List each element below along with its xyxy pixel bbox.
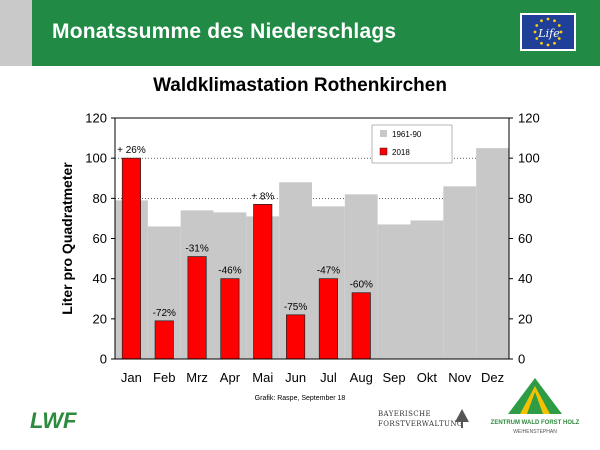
data-label: -72% — [153, 308, 176, 319]
eu-star-icon — [557, 37, 561, 40]
x-tick-label: Jul — [320, 370, 337, 385]
bar-okt-1961-90 — [410, 220, 444, 359]
data-label: + 26% — [117, 145, 146, 156]
bar-feb-2018 — [154, 320, 174, 360]
bar-mai-2018 — [253, 204, 273, 360]
y-axis-label: Liter pro Quadratmeter — [59, 162, 75, 315]
eu-star-icon — [559, 30, 563, 34]
x-tick-label: Okt — [417, 370, 438, 385]
data-label: + 8% — [251, 191, 274, 202]
x-tick-label: Apr — [220, 370, 241, 385]
legend-swatch — [380, 130, 387, 137]
y-tick-label-left: 20 — [93, 311, 107, 326]
legend-label: 2018 — [392, 148, 410, 157]
y-tick-label-right: 100 — [518, 151, 540, 166]
bar-dez-1961-90 — [476, 148, 509, 359]
bar-jul-2018 — [318, 278, 338, 360]
x-tick-label: Mrz — [186, 370, 208, 385]
bar-apr-2018 — [220, 278, 240, 360]
x-tick-label: Mai — [252, 370, 273, 385]
eu-star-icon — [540, 19, 543, 23]
y-tick-label-right: 20 — [518, 311, 532, 326]
slide-title: Monatssumme des Niederschlags — [52, 20, 397, 43]
lwf-logo-text: LWF — [30, 408, 77, 432]
x-tick-label: Nov — [448, 370, 472, 385]
x-tick-label: Dez — [481, 370, 504, 385]
y-tick-label-right: 40 — [518, 271, 532, 286]
eu-star-icon — [557, 24, 561, 27]
eu-star-icon — [533, 30, 537, 34]
eu-star-icon — [535, 37, 539, 40]
chart-title: Waldklimastation Rothenkirchen — [153, 75, 447, 96]
legend-swatch — [379, 147, 388, 156]
x-tick-label: Jun — [285, 370, 306, 385]
eu-star-icon — [553, 19, 556, 23]
bar-jan-2018 — [121, 157, 141, 360]
bayern-logo-line2: FORSTVERWALTUNG — [378, 420, 463, 428]
zentrum-logo-line2: WEIHENSTEPHAN — [513, 429, 557, 435]
eu-life-logo-icon: Life — [520, 13, 576, 51]
bayerische-forstverwaltung-logo: BAYERISCHE FORSTVERWALTUNG — [378, 408, 470, 438]
data-label: -31% — [185, 244, 208, 255]
mountain-logo-icon — [508, 378, 562, 414]
eu-star-icon — [535, 24, 539, 27]
legend-label: 1961-90 — [392, 130, 422, 139]
eu-logo-text: Life — [537, 27, 560, 40]
header-accent — [0, 0, 32, 66]
data-label: -47% — [317, 266, 340, 277]
bar-nov-1961-90 — [443, 186, 477, 359]
data-label: -46% — [218, 266, 241, 277]
lwf-logo: LWF — [30, 408, 77, 432]
zentrum-wald-forst-holz-logo: ZENTRUM WALD FORST HOLZ WEIHENSTEPHAN — [480, 374, 590, 450]
chart-credit: Grafik: Raspe, September 18 — [254, 395, 346, 402]
y-tick-label-left: 80 — [93, 191, 107, 206]
y-tick-label-right: 60 — [518, 231, 532, 246]
y-tick-label-left: 100 — [85, 151, 107, 166]
eu-star-icon — [546, 43, 550, 47]
eu-star-icon — [546, 17, 550, 21]
tree-icon — [455, 409, 469, 428]
bar-mrz-2018 — [187, 256, 207, 360]
y-tick-label-left: 60 — [93, 231, 107, 246]
y-tick-label-left: 0 — [100, 352, 107, 367]
x-tick-label: Feb — [153, 370, 175, 385]
y-tick-label-right: 120 — [518, 111, 540, 126]
data-label: -60% — [350, 280, 373, 291]
y-tick-label-right: 80 — [518, 191, 532, 206]
data-label: -75% — [284, 302, 307, 313]
x-tick-label: Aug — [350, 370, 373, 385]
eu-star-icon — [553, 41, 556, 45]
zentrum-logo-line1: ZENTRUM WALD FORST HOLZ — [490, 420, 580, 426]
bayern-logo-line1: BAYERISCHE — [378, 410, 432, 418]
y-tick-label-left: 120 — [85, 111, 107, 126]
y-tick-label-right: 0 — [518, 352, 525, 367]
header-bar: Monatssumme des Niederschlags Life — [0, 0, 600, 66]
x-tick-label: Jan — [121, 370, 142, 385]
bar-aug-2018 — [351, 292, 371, 360]
eu-star-icon — [540, 41, 543, 45]
precipitation-chart: + 26% -72% -31% -46% + 8% -75% -47% -60% 0 0 20 20 4… — [59, 111, 540, 386]
y-tick-label-left: 40 — [93, 271, 107, 286]
bar-jun-2018 — [286, 314, 306, 360]
bar-sep-1961-90 — [377, 224, 411, 359]
x-tick-label: Sep — [383, 370, 406, 385]
